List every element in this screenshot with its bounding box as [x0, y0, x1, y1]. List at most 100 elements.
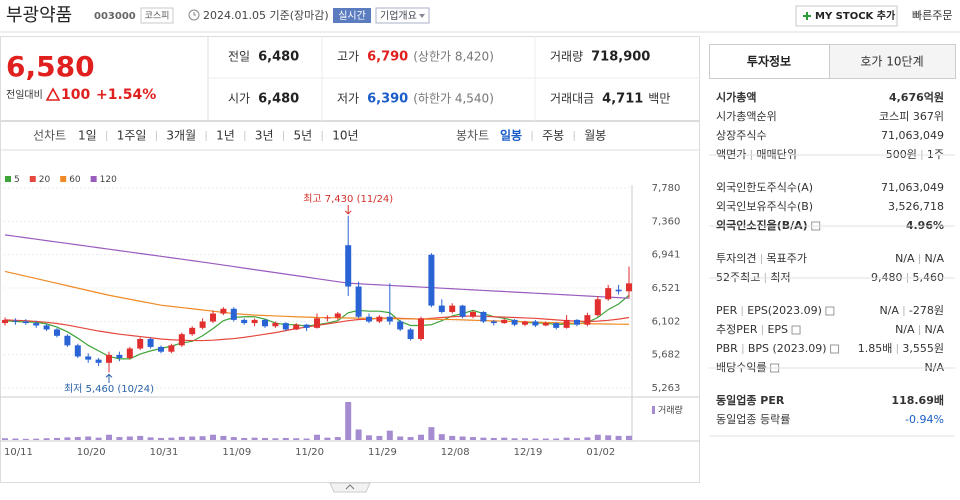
volume-bar [199, 436, 206, 440]
candle-body [199, 321, 206, 328]
info-label: 외국인소진율(B/A) [716, 218, 808, 232]
volume-bar [116, 437, 123, 440]
volume-bar [470, 437, 476, 440]
info-label: EPS(2023.09) [747, 304, 822, 317]
candle-body [542, 323, 549, 326]
y-tick-label: 7,780 [652, 183, 681, 194]
x-tick-label: 01/02 [586, 447, 615, 458]
company-info-button[interactable] [375, 7, 430, 24]
current-price: 6,580 [6, 50, 95, 83]
volume-bar [54, 437, 60, 440]
candle-body [470, 311, 476, 317]
stat-value: 6,790 [367, 50, 408, 65]
candle-body [22, 321, 29, 324]
collapse-handle[interactable] [329, 482, 371, 493]
info-label: PBR [716, 342, 738, 355]
collapse-caret [345, 484, 355, 490]
legend-swatch [5, 176, 11, 182]
tab-active[interactable] [709, 44, 830, 79]
orderbook-tab[interactable]: 호가 10단계 [860, 55, 923, 69]
candle-body [386, 316, 393, 322]
candle-body [376, 316, 383, 322]
volume-bar [33, 438, 40, 440]
candle-body [137, 338, 144, 349]
stat-value: 6,480 [258, 50, 299, 65]
dropdown-caret [419, 14, 425, 18]
help-icon [791, 325, 801, 335]
candle-body [355, 286, 362, 317]
period-tab[interactable]: 1년 [216, 129, 235, 143]
volume-bar [574, 438, 580, 440]
volume-bar [355, 429, 362, 440]
x-tick-label: 11/29 [368, 447, 397, 458]
volume-bar [293, 438, 300, 440]
volume-bar [303, 438, 310, 440]
tab[interactable] [829, 44, 956, 79]
period-tab[interactable]: 5년 [294, 129, 313, 143]
my-stock[interactable]: MY STOCK 추가 [815, 9, 896, 22]
y-tick-label: 6,521 [652, 283, 681, 294]
help-icon [825, 306, 835, 316]
candle-body [490, 321, 497, 324]
volume-bar [262, 437, 268, 440]
volume-bar [480, 437, 487, 440]
legend-swatch [29, 176, 36, 182]
candle-body [33, 323, 40, 326]
period-tab[interactable]: 3개월 [166, 129, 196, 143]
y-tick-label: 5,263 [652, 383, 681, 394]
period-tab[interactable]: 월봉 [584, 129, 606, 143]
candle-body [428, 254, 435, 306]
candle-body [334, 313, 341, 318]
candle-body [147, 338, 154, 347]
period-tab[interactable]: 1주일 [117, 129, 147, 143]
stock-name: 부광약품 [6, 5, 72, 26]
x-tick-label: 11/20 [295, 447, 324, 458]
period-tab[interactable]: 10년 [332, 129, 358, 143]
candle-body [85, 356, 92, 360]
volume-bar [584, 437, 591, 440]
period-tab[interactable]: 1일 [78, 129, 97, 143]
candle-body [449, 305, 456, 312]
y-tick-label: 6,941 [652, 250, 681, 261]
candle-body [584, 315, 591, 325]
volume-bar [272, 438, 279, 440]
info-value: N/A [895, 252, 915, 265]
candle-body [241, 319, 248, 324]
my-stock-button[interactable] [795, 5, 898, 27]
volume-bar [459, 436, 466, 440]
candle-body [12, 320, 19, 322]
info-value: 1.85배 [858, 342, 893, 355]
info-tab[interactable]: 투자정보 [747, 54, 791, 69]
candle-body [272, 323, 279, 327]
candle-body [230, 308, 237, 320]
period-tab[interactable]: 주봉 [542, 129, 564, 143]
info-label: 동일업종 PER [716, 393, 785, 407]
stat-label: 전일 [228, 50, 250, 64]
volume-bar [126, 436, 133, 440]
info-label: 시가총액순위 [716, 110, 777, 123]
volume-bar [334, 437, 341, 440]
volume-bar [511, 438, 518, 440]
info-value: N/A [895, 323, 915, 336]
high-annotation: 최고 7,430 (11/24) [303, 193, 393, 205]
volume-bar [407, 437, 414, 440]
volume-bar [22, 438, 29, 440]
info-value: N/A [925, 252, 945, 265]
candle-body [74, 345, 81, 357]
period-tab[interactable]: 3년 [255, 129, 274, 143]
candle-body [605, 288, 612, 300]
quick-order[interactable]: 빠른주문 [912, 9, 952, 22]
period-tab[interactable]: 일봉 [500, 129, 522, 143]
info-label: 목표주가 [766, 252, 806, 265]
company-info[interactable]: 기업개요 [380, 9, 417, 22]
volume-bar [490, 437, 497, 440]
volume-bar [376, 435, 383, 440]
info-value: -278원 [909, 304, 944, 317]
info-value: 3,555원 [902, 342, 944, 355]
stat-label: 거래대금 [550, 92, 594, 106]
x-tick-label: 10/11 [4, 447, 33, 458]
info-label: 외국인보유주식수(B) [716, 200, 813, 213]
candle-body [501, 319, 508, 324]
